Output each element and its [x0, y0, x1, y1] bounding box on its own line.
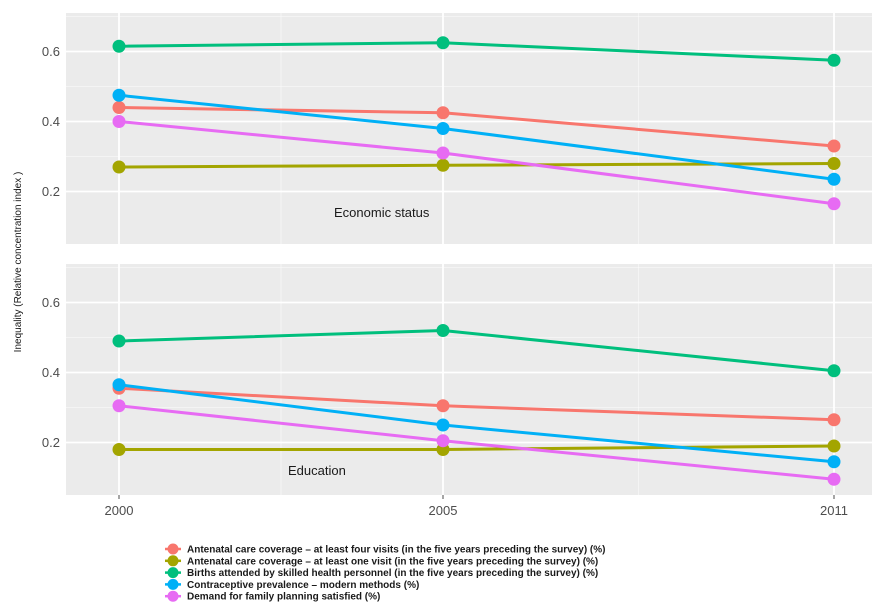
- x-tick-label: 2005: [429, 503, 458, 518]
- legend-label: Demand for family planning satisfied (%): [187, 592, 380, 603]
- data-point: [827, 413, 841, 427]
- legend-label: Births attended by skilled health person…: [187, 568, 598, 579]
- series-demand-for-family-planning-satisfied: [112, 399, 841, 486]
- data-point: [436, 158, 450, 172]
- legend-item: Antenatal care coverage – at least four …: [165, 543, 606, 556]
- legend-key-dot: [167, 555, 179, 567]
- data-point: [436, 122, 450, 135]
- series-contraceptive-prevalence-modern-methods: [112, 378, 841, 469]
- legend-key-dot: [167, 567, 179, 579]
- data-point: [112, 101, 126, 114]
- data-point: [827, 157, 841, 170]
- legend-label: Antenatal care coverage – at least four …: [187, 545, 606, 556]
- data-point: [827, 455, 841, 469]
- x-tick-label: 2011: [820, 503, 848, 518]
- data-point: [827, 53, 841, 67]
- y-tick-label: 0.4: [42, 365, 60, 380]
- data-point: [112, 399, 126, 413]
- panels-layer: 0.2 0.4 0.6 Economic status 0.2 0.4 0.6 Educati…: [42, 13, 872, 495]
- data-point: [827, 172, 841, 186]
- data-point: [112, 160, 126, 174]
- legend-label: Antenatal care coverage – at least one v…: [187, 556, 598, 567]
- y-tick-label: 0.6: [42, 44, 60, 59]
- data-point: [112, 88, 126, 102]
- y-axis-title: Inequality (Relative concentration index…: [13, 172, 24, 353]
- data-point: [436, 146, 450, 160]
- x-tick-label: 2000: [105, 503, 134, 518]
- panel-background: [66, 264, 872, 495]
- y-tick-label: 0.2: [42, 184, 60, 199]
- panel-education: 0.2 0.4 0.6 Education: [42, 264, 872, 495]
- data-point: [112, 334, 126, 348]
- data-point: [112, 39, 126, 53]
- data-point: [827, 364, 841, 378]
- series-births-attended-by-skilled-health-person: [112, 36, 841, 67]
- data-point: [827, 139, 841, 153]
- data-point: [436, 324, 450, 337]
- legend-item: Demand for family planning satisfied (%): [165, 590, 380, 603]
- series-contraceptive-prevalence-modern-methods: [112, 88, 841, 186]
- legend-key-dot: [167, 590, 179, 602]
- data-point: [827, 472, 841, 486]
- panel-label: Education: [288, 463, 346, 478]
- legend-label: Contraceptive prevalence – modern method…: [187, 580, 419, 591]
- legend-item: Antenatal care coverage – at least one v…: [165, 555, 598, 567]
- panel-economic-status: 0.2 0.4 0.6 Economic status: [42, 13, 872, 244]
- data-point: [436, 418, 450, 432]
- y-tick-label: 0.4: [42, 114, 60, 129]
- series-demand-for-family-planning-satisfied: [112, 115, 841, 211]
- data-point: [436, 106, 450, 120]
- legend-key-dot: [167, 578, 179, 590]
- data-point: [436, 434, 450, 448]
- legend-item: Births attended by skilled health person…: [165, 567, 598, 579]
- data-point: [827, 439, 841, 453]
- panel-label: Economic status: [334, 205, 430, 220]
- legend: Antenatal care coverage – at least four …: [165, 543, 606, 603]
- y-tick-label: 0.6: [42, 295, 60, 310]
- data-point: [112, 115, 126, 128]
- data-point: [436, 36, 450, 50]
- legend-key-dot: [167, 543, 179, 555]
- legend-item: Contraceptive prevalence – modern method…: [165, 578, 419, 591]
- series-antenatal-care-coverage-at-least-four-vi: [112, 101, 841, 153]
- y-tick-label: 0.2: [42, 435, 60, 450]
- series-births-attended-by-skilled-health-person: [112, 324, 841, 378]
- series-antenatal-care-coverage-at-least-one-vis: [112, 157, 841, 174]
- data-point: [436, 399, 450, 413]
- data-point: [112, 378, 126, 392]
- data-point: [827, 197, 841, 211]
- x-axis: 2000 2005 2011: [105, 495, 848, 518]
- data-point: [112, 443, 126, 456]
